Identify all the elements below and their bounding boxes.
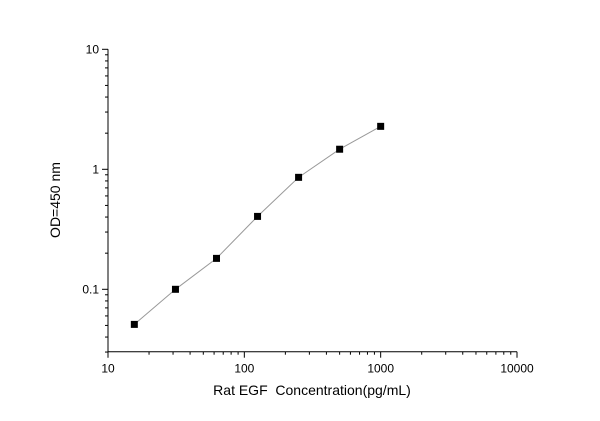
y-axis-label: OD=450 nm <box>47 162 63 238</box>
curve-line <box>134 125 381 325</box>
axes <box>107 49 517 353</box>
y-tick-label: 0.1 <box>82 282 99 296</box>
data-point <box>254 212 262 220</box>
data-point <box>171 285 179 293</box>
x-tick-label: 100 <box>234 362 254 376</box>
data-point <box>213 254 221 262</box>
data-point <box>336 145 344 153</box>
ticks: 10 100 1000 10000 0.1 1 10 <box>82 42 534 375</box>
x-tick-label: 1000 <box>367 362 394 376</box>
y-tick-label: 1 <box>92 162 99 176</box>
data-point <box>130 320 138 328</box>
data-point <box>295 173 303 181</box>
x-tick-label: 10 <box>101 362 115 376</box>
x-axis-label: Rat EGF Concentration(pg/mL) <box>213 382 411 398</box>
y-tick-label: 10 <box>86 42 100 56</box>
data-point <box>377 122 385 130</box>
x-tick-label: 10000 <box>500 362 534 376</box>
series <box>130 122 385 328</box>
